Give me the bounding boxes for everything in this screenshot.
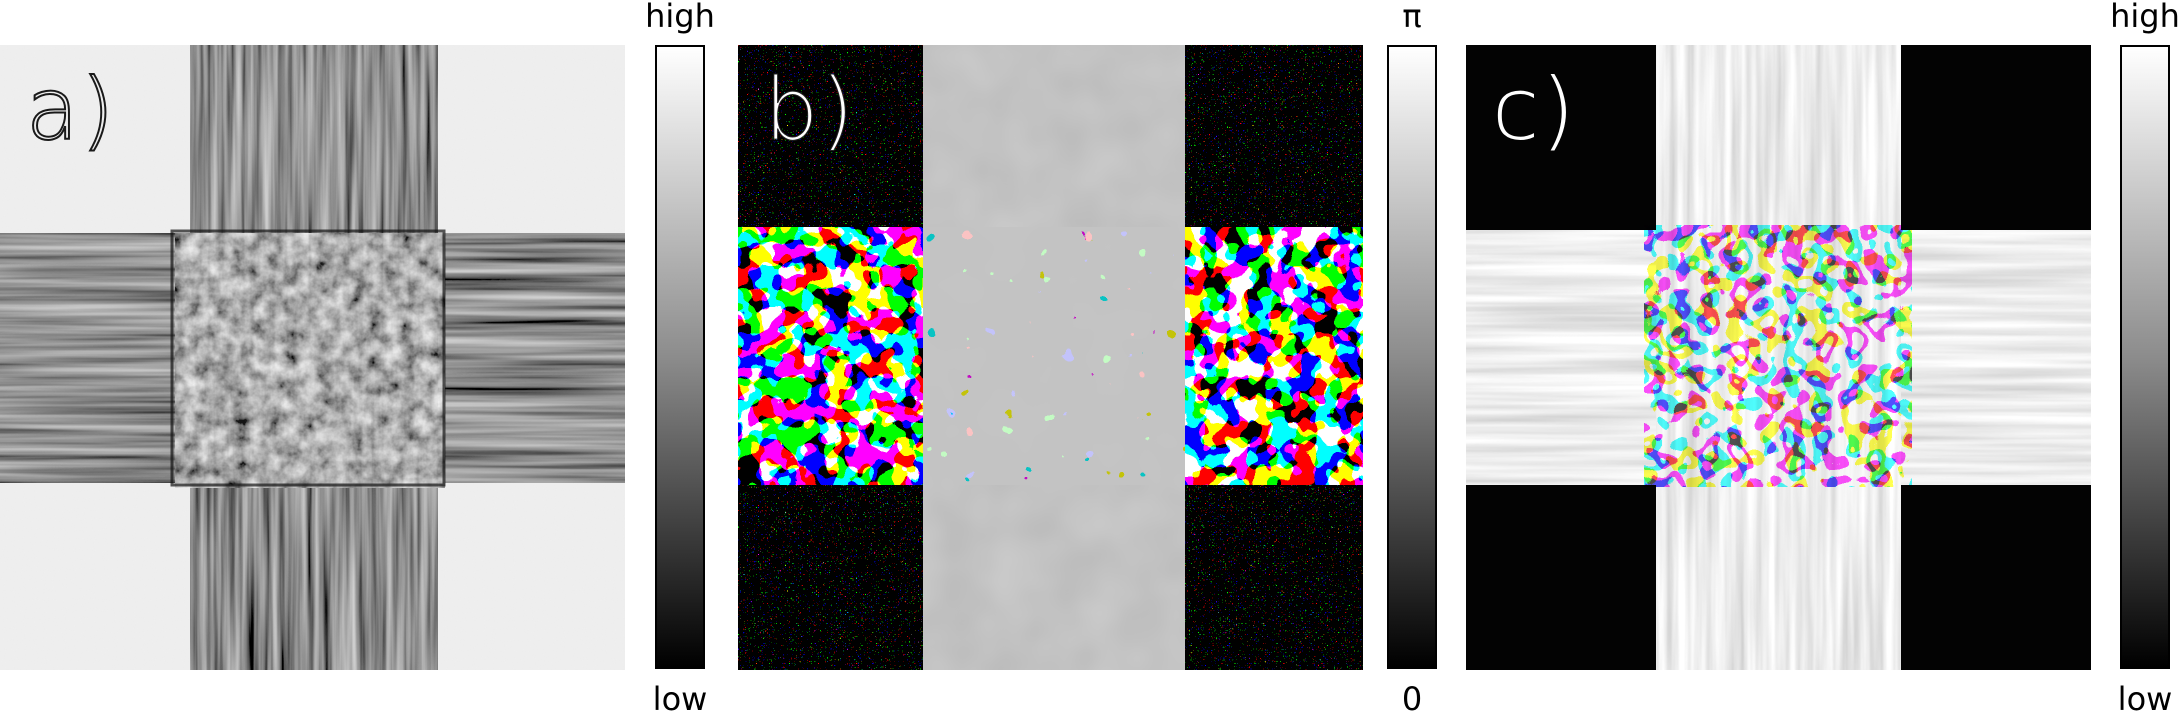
panel-c-label: c) — [1492, 60, 1577, 160]
panel-a-graphic — [0, 45, 625, 670]
panel-b-label: b) — [763, 60, 857, 160]
panel-b-image: b) — [738, 45, 1363, 670]
panel-b-graphic — [738, 45, 1363, 670]
colorbar-b-bottom-label: 0 — [1401, 680, 1423, 718]
colorbar-a-bottom-label: low — [652, 680, 708, 718]
panel-c-graphic — [1466, 45, 2091, 670]
panel-c-image: c) — [1466, 45, 2091, 670]
panel-a-label: a) — [25, 60, 117, 160]
colorbar-c-top-label: high — [2110, 0, 2180, 35]
colorbar-a — [655, 45, 705, 669]
colorbar-b — [1387, 45, 1437, 669]
colorbar-c-bottom-label: low — [2117, 680, 2173, 718]
colorbar-b-top-label: π — [1402, 0, 1422, 35]
panel-a-image: a) — [0, 45, 625, 670]
colorbar-a-top-label: high — [645, 0, 715, 35]
colorbar-c — [2120, 45, 2170, 669]
